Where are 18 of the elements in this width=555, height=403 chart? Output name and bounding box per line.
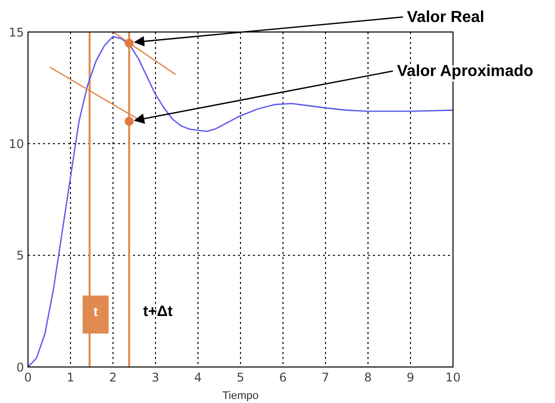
x-tick-label: 8 [364,370,372,385]
ref-line-label: t+Δt [143,303,173,320]
y-tick-label: 5 [16,248,24,263]
x-tick-label: 4 [194,370,202,385]
x-tick-label: 1 [66,370,74,385]
y-tick-label: 15 [8,25,24,40]
x-tick-label: 10 [445,370,461,385]
x-tick-label: 9 [406,370,414,385]
ref-line-label: t [93,304,98,320]
x-axis-title: Tiempo [222,390,259,402]
x-tick-label: 3 [152,370,160,385]
y-tick-label: 10 [8,136,24,151]
x-tick-label: 6 [279,370,287,385]
x-tick-label: 2 [109,370,117,385]
x-tick-label: 7 [322,370,330,385]
annotation: Valor Real [407,9,484,26]
y-tick-label: 0 [16,360,24,374]
x-tick-label: 5 [236,370,244,385]
